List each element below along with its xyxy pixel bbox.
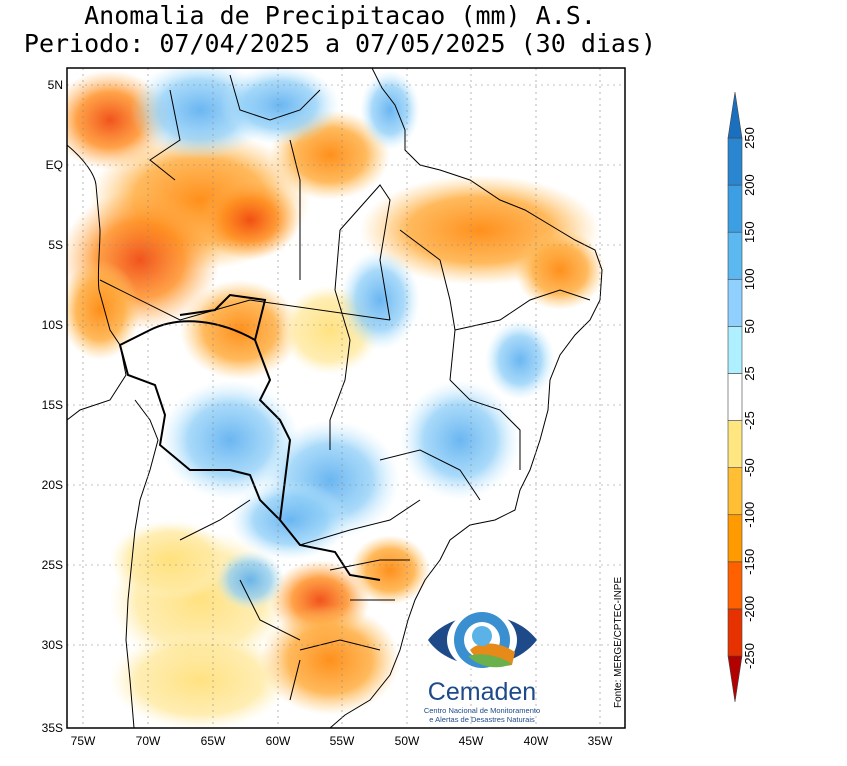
lat-label: 10S [42, 318, 63, 332]
logo-name: Cemaden [428, 678, 536, 706]
colorbar-box [727, 184, 743, 233]
lat-label: 15S [42, 398, 63, 412]
lat-axis: 5N EQ 5S 10S 15S 20S 25S 30S 35S [42, 78, 63, 735]
colorbar-label: 200 [742, 174, 757, 196]
lon-label: 45W [459, 734, 484, 748]
lon-label: 70W [136, 734, 161, 748]
colorbar-box [727, 231, 743, 280]
colorbar-label: -25 [742, 411, 757, 430]
anomaly-field [67, 68, 625, 728]
country-border [118, 293, 381, 581]
colorbar-label: 50 [742, 319, 757, 333]
colorbar-label: -150 [742, 549, 757, 575]
colorbar-box [727, 373, 743, 421]
lon-label: 50W [395, 734, 420, 748]
gridlines [67, 68, 625, 728]
lon-axis: 75W 70W 65W 60W 55W 50W 45W 40W 35W [71, 734, 613, 748]
logo-subtitle-1: Centro Nacional de Monitoramento [424, 706, 540, 715]
colorbar: -250 -200 -150 -100 -50 -25 25 50 100 150 200 250 [727, 91, 757, 703]
lon-label: 55W [330, 734, 355, 748]
lat-label: 25S [42, 558, 63, 572]
lon-label: 60W [266, 734, 291, 748]
lat-label: 5S [48, 238, 63, 252]
lon-label: 75W [71, 734, 96, 748]
colorbar-box [727, 561, 743, 610]
colorbar-box [727, 467, 743, 516]
colorbar-label: 25 [742, 366, 757, 380]
colorbar-max-triangle [727, 91, 743, 139]
colorbar-box [727, 420, 743, 468]
source-note: Fonte: MERGE/CPTEC-INPE [613, 577, 624, 708]
logo-subtitle-2: e Alertas de Desastres Naturais [429, 715, 535, 724]
map-title: Anomalia de Precipitacao (mm) A.S. [84, 1, 596, 30]
colorbar-label: -100 [742, 502, 757, 528]
colorbar-box [727, 278, 743, 327]
eye-logo-icon [428, 610, 537, 670]
lat-label: 35S [42, 721, 63, 735]
lon-label: 40W [524, 734, 549, 748]
colorbar-label: -50 [742, 458, 757, 477]
colorbar-label: 150 [742, 221, 757, 243]
lat-label: EQ [46, 158, 63, 172]
lon-label: 35W [588, 734, 613, 748]
map-frame [66, 67, 626, 729]
colorbar-box [727, 137, 743, 186]
colorbar-min-triangle [727, 655, 743, 703]
cemaden-logo: Cemaden Centro Nacional de Monitoramento… [424, 610, 540, 724]
map-period: Periodo: 07/04/2025 a 07/05/2025 (30 dia… [23, 29, 657, 58]
lat-label: 30S [42, 638, 63, 652]
colorbar-box [727, 514, 743, 563]
state-borders [99, 74, 591, 701]
coastline [67, 68, 603, 728]
colorbar-box [727, 608, 743, 657]
lon-label: 65W [201, 734, 226, 748]
lat-label: 5N [48, 78, 63, 92]
colorbar-label: -250 [742, 643, 757, 669]
colorbar-box [727, 326, 743, 374]
colorbar-label: 250 [742, 127, 757, 149]
colorbar-label: -200 [742, 596, 757, 622]
colorbar-label: 100 [742, 268, 757, 290]
lat-label: 20S [42, 478, 63, 492]
